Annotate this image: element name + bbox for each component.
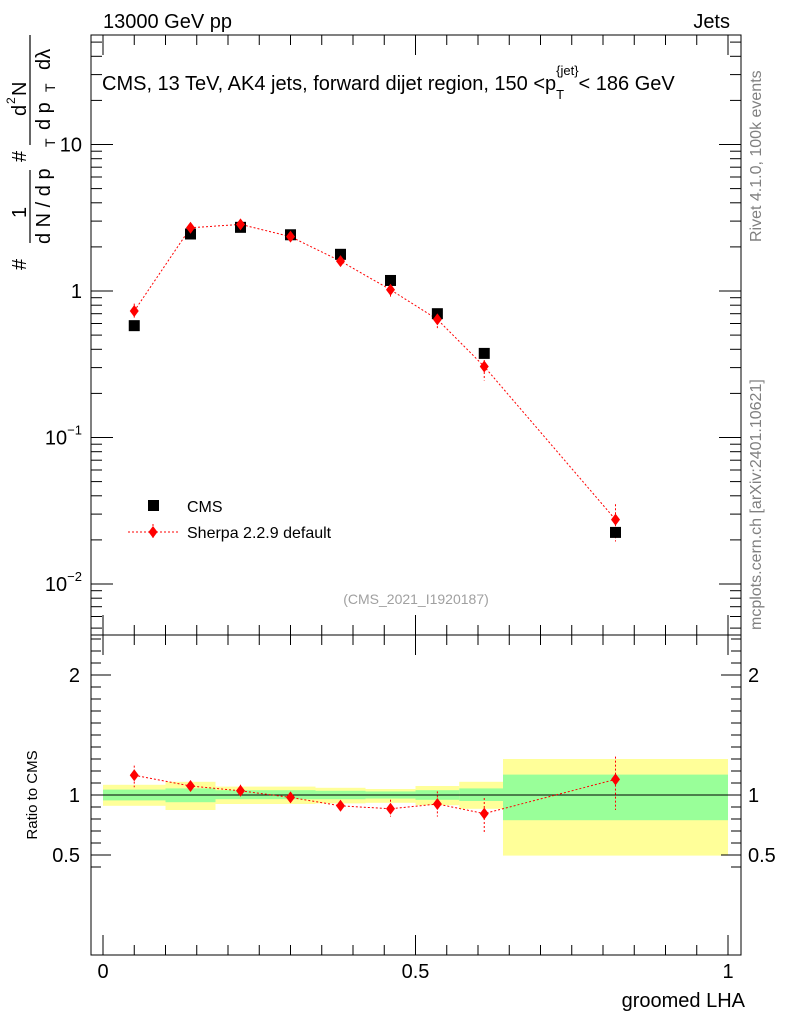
ratio-axis-ticks [91,635,741,955]
sherpa-data-point [386,283,395,296]
sherpa-data-point [479,360,489,373]
main-title: CMS, 13 TeV, AK4 jets, forward dijet reg… [102,63,675,102]
ylabel-dn-dpt: d N / d p [33,168,55,244]
tick-base: 10 [45,428,67,450]
legend-cms-marker [148,500,159,511]
sherpa-data-point [432,313,442,326]
ratio-data-point [479,807,489,820]
side-rivet-label: Rivet 4.1.0, 100k events [748,70,765,242]
ylabel-sub-t-1: T [42,138,58,147]
x-tick-label: 0.5 [402,961,430,983]
ratio-y-tick-label-right: 1 [748,785,759,807]
ylabel-d2n-d: d [9,105,31,116]
ylabel-d2n-n: N [9,82,31,96]
ratio-data-point [432,798,442,810]
tick-exponent: −1 [67,423,82,438]
analysis-tag: (CMS_2021_I1920187) [343,591,489,607]
sherpa-data-point [129,305,139,318]
main-y-tick-label: 10−1 [45,423,82,450]
legend-sherpa-label: Sherpa 2.2.9 default [187,525,332,542]
ratio-y-tick-label-left: 2 [69,665,80,687]
ratio-data-point [129,769,139,782]
ylabel-d2n-exp: 2 [4,97,18,104]
ratio-y-tick-label-left: 1 [69,785,80,807]
ylabel-sub-t-2: T [42,83,58,92]
main-title-text: CMS, 13 TeV, AK4 jets, forward dijet reg… [102,73,556,95]
cms-data-point [385,274,396,286]
ratio-bands [91,759,741,856]
side-mcplots-label: mcplots.cern.ch [arXiv:2401.10621] [748,379,765,630]
cms-data-point [478,347,490,359]
cms-data-point [185,228,196,240]
tick-base: 10 [45,574,67,596]
x-tick-label: 0 [97,961,108,983]
main-plot-frame [90,34,742,636]
sherpa-data-point [286,230,295,243]
sherpa-data-point [611,513,620,526]
ratio-data-point [186,780,195,792]
main-y-tick-label: 10 [60,135,82,157]
ylabel-dlambda: dλ [33,49,55,70]
main-y-axis-label: # 1 d N / d p T # d 2 N d p T dλ [4,35,58,270]
cms-data-point [335,248,346,260]
ratio-data-point [611,773,620,786]
main-title-sup: {jet} [556,63,579,78]
x-tick-label: 1 [722,961,733,983]
x-axis-label: groomed LHA [622,990,746,1012]
sherpa-data-point [336,255,345,268]
main-title-sub: T [556,87,564,102]
legend: CMS Sherpa 2.2.9 default [128,499,332,542]
header-left: 13000 GeV pp [103,11,232,33]
ratio-tick-labels: 0.5 0.5 1 1 2 2 0 0.5 1 [52,665,776,983]
ylabel-hash-2: # [9,150,31,162]
tick-exponent: −2 [67,569,82,584]
main-series [128,218,621,542]
ratio-data-point [286,791,295,804]
main-axis-ticks [91,35,741,635]
ylabel-dpt: d p [33,102,55,130]
sherpa-data-point [236,218,245,231]
cms-data-point [128,320,140,332]
ylabel-hash-1: # [9,258,31,270]
ratio-data-point [386,802,395,815]
ratio-y-tick-label-right: 2 [748,665,759,687]
ratio-data-point [336,799,345,812]
ratio-series [129,756,620,833]
cms-data-point [610,526,621,538]
sherpa-line [133,223,616,520]
legend-sherpa-marker [148,526,158,538]
main-y-tick-label: 1 [71,281,82,303]
ratio-y-tick-label-left: 0.5 [52,845,80,867]
ratio-y-axis-label: Ratio to CMS [24,750,41,839]
ratio-y-tick-label-right: 0.5 [748,845,776,867]
main-title-tail: < 186 GeV [579,73,676,95]
sherpa-data-point [186,221,195,234]
legend-cms-label: CMS [187,499,223,516]
ylabel-one: 1 [9,207,31,218]
main-y-tick-label: 10−2 [45,569,82,596]
ratio-data-point [236,784,245,797]
header-right: Jets [693,11,730,33]
